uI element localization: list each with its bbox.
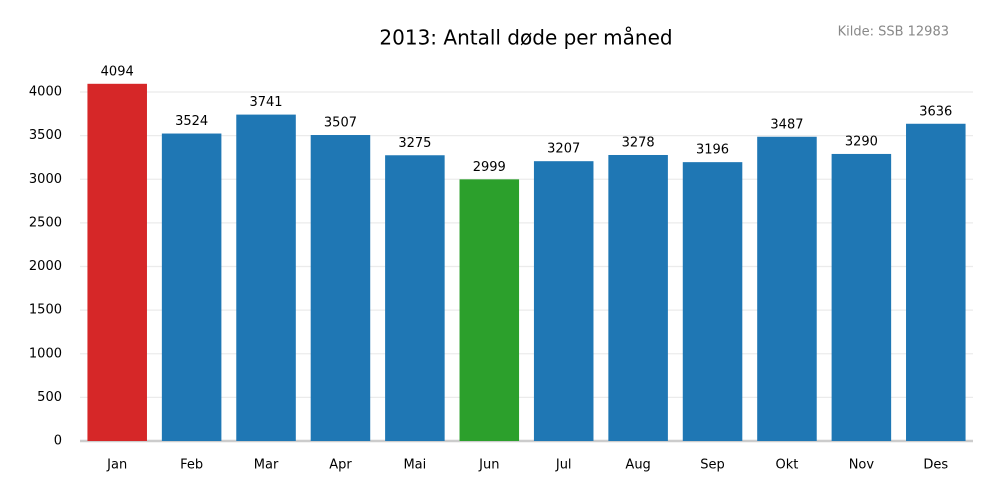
bar — [608, 154, 668, 441]
bar — [831, 153, 892, 441]
x-tick-label: Des — [923, 458, 948, 473]
bar — [236, 114, 296, 441]
bar — [533, 161, 594, 441]
y-tick-label: 4000 — [29, 85, 62, 100]
bar — [87, 83, 147, 442]
chart-title: 2013: Antall døde per måned — [379, 26, 672, 50]
x-tick-label: Sep — [700, 458, 725, 473]
bar — [310, 135, 371, 441]
value-label: 3290 — [845, 134, 878, 149]
value-label: 4094 — [101, 64, 134, 79]
bar — [906, 123, 966, 441]
bar — [459, 179, 520, 441]
y-tick-label: 1500 — [29, 303, 62, 318]
y-tick-label: 3500 — [29, 128, 62, 143]
value-label: 3196 — [696, 143, 729, 158]
y-tick-label: 0 — [54, 434, 62, 449]
x-tick-label: Feb — [180, 458, 203, 473]
x-tick-label: Mai — [403, 458, 426, 473]
y-tick-label: 500 — [37, 390, 62, 405]
bar — [757, 136, 817, 441]
x-tick-label: Jan — [106, 458, 127, 473]
value-label: 3275 — [398, 136, 431, 151]
x-tick-label: Jul — [555, 458, 572, 473]
y-tick-label: 2000 — [29, 259, 62, 274]
bar — [385, 155, 445, 441]
value-label: 3507 — [324, 116, 357, 131]
x-tick-label: Jun — [478, 458, 499, 473]
value-label: 3636 — [919, 104, 952, 119]
x-tick-label: Apr — [329, 458, 352, 473]
bar — [161, 133, 222, 441]
value-label: 3741 — [249, 95, 282, 110]
value-label: 3207 — [547, 142, 580, 157]
x-tick-label: Okt — [776, 458, 799, 473]
value-label: 2999 — [473, 160, 506, 175]
x-tick-label: Nov — [849, 458, 875, 473]
y-tick-label: 1000 — [29, 346, 62, 361]
value-label: 3487 — [770, 117, 803, 132]
x-tick-label: Aug — [625, 458, 650, 473]
value-label: 3524 — [175, 114, 208, 129]
value-label: 3278 — [622, 135, 655, 150]
y-tick-label: 2500 — [29, 215, 62, 230]
y-tick-label: 3000 — [29, 172, 62, 187]
bar — [682, 162, 743, 442]
source-note: Kilde: SSB 12983 — [838, 25, 949, 40]
x-tick-label: Mar — [254, 458, 279, 473]
